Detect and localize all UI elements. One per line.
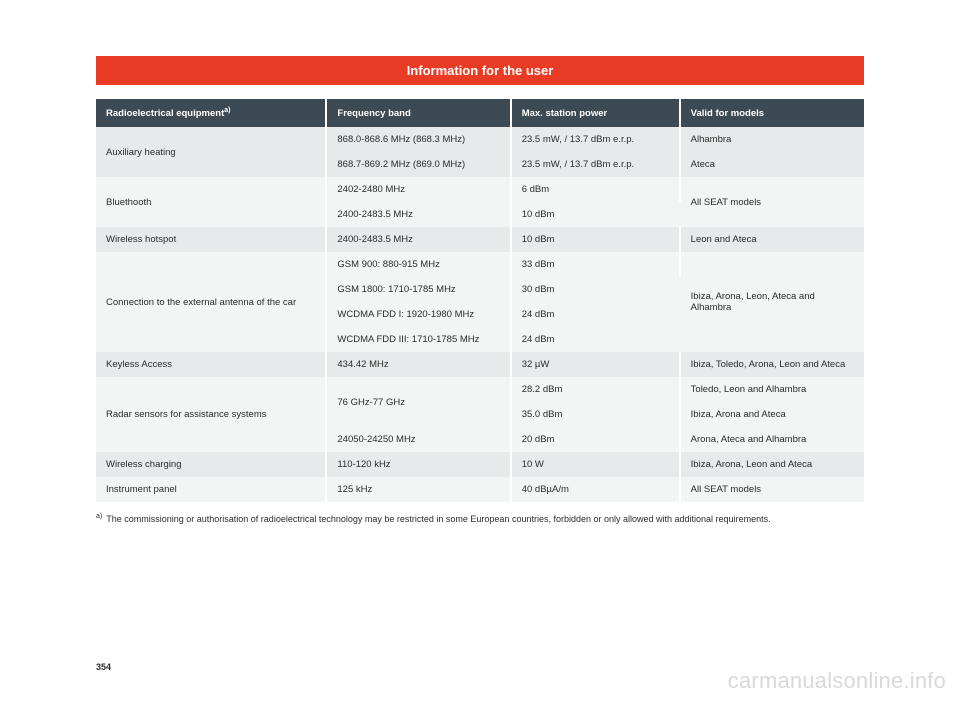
- cell-frequency: 2402-2480 MHz: [326, 177, 510, 202]
- table-row: Auxiliary heating 868.0-868.6 MHz (868.3…: [96, 127, 864, 152]
- col-header-text: Radioelectrical equipment: [106, 108, 224, 119]
- table-row: Bluethooth 2402-2480 MHz 6 dBm All SEAT …: [96, 177, 864, 202]
- cell-frequency: 125 kHz: [326, 477, 510, 502]
- cell-equipment: Connection to the external antenna of th…: [96, 252, 326, 352]
- cell-frequency: 110-120 kHz: [326, 452, 510, 477]
- cell-models: Ateca: [680, 152, 864, 177]
- cell-power: 10 W: [511, 452, 680, 477]
- cell-models: Ibiza, Arona and Ateca: [680, 402, 864, 427]
- cell-equipment: Auxiliary heating: [96, 127, 326, 177]
- cell-models: All SEAT models: [680, 477, 864, 502]
- page-number: 354: [96, 662, 111, 672]
- page-title-bar: Information for the user: [96, 56, 864, 85]
- col-header-equipment: Radioelectrical equipmenta): [96, 99, 326, 127]
- cell-frequency: WCDMA FDD III: 1710-1785 MHz: [326, 327, 510, 352]
- cell-models: Alhambra: [680, 127, 864, 152]
- cell-power: 40 dBµA/m: [511, 477, 680, 502]
- footnote-text: The commissioning or authorisation of ra…: [106, 514, 770, 524]
- cell-models: Toledo, Leon and Alhambra: [680, 377, 864, 402]
- cell-equipment: Radar sensors for assistance systems: [96, 377, 326, 452]
- page-title: Information for the user: [407, 63, 554, 78]
- cell-frequency: 2400-2483.5 MHz: [326, 227, 510, 252]
- cell-power: 32 µW: [511, 352, 680, 377]
- footnote-marker: a): [96, 513, 102, 520]
- footnote: a) The commissioning or authorisation of …: [96, 512, 864, 526]
- col-header-frequency: Frequency band: [326, 99, 510, 127]
- cell-equipment: Bluethooth: [96, 177, 326, 227]
- table-row: Instrument panel 125 kHz 40 dBµA/m All S…: [96, 477, 864, 502]
- table-header-row: Radioelectrical equipmenta) Frequency ba…: [96, 99, 864, 127]
- header-footnote-marker: a): [224, 107, 230, 114]
- cell-frequency: GSM 900: 880-915 MHz: [326, 252, 510, 277]
- cell-power: 10 dBm: [511, 202, 680, 227]
- cell-power: 33 dBm: [511, 252, 680, 277]
- radio-equipment-table: Radioelectrical equipmenta) Frequency ba…: [96, 99, 864, 502]
- cell-power: 23.5 mW, / 13.7 dBm e.r.p.: [511, 152, 680, 177]
- cell-equipment: Wireless charging: [96, 452, 326, 477]
- table-row: Connection to the external antenna of th…: [96, 252, 864, 277]
- table-row: Keyless Access 434.42 MHz 32 µW Ibiza, T…: [96, 352, 864, 377]
- cell-power: 30 dBm: [511, 277, 680, 302]
- table-row: Wireless hotspot 2400-2483.5 MHz 10 dBm …: [96, 227, 864, 252]
- cell-power: 24 dBm: [511, 302, 680, 327]
- cell-equipment: Keyless Access: [96, 352, 326, 377]
- table-row: Radar sensors for assistance systems 76 …: [96, 377, 864, 402]
- cell-models: Arona, Ateca and Alhambra: [680, 427, 864, 452]
- cell-models: Ibiza, Arona, Leon and Ateca: [680, 452, 864, 477]
- cell-models: Leon and Ateca: [680, 227, 864, 252]
- cell-equipment: Wireless hotspot: [96, 227, 326, 252]
- cell-frequency: 24050-24250 MHz: [326, 427, 510, 452]
- col-header-power: Max. station power: [511, 99, 680, 127]
- cell-models: Ibiza, Arona, Leon, Ateca and Alhambra: [680, 252, 864, 352]
- cell-power: 20 dBm: [511, 427, 680, 452]
- cell-power: 35.0 dBm: [511, 402, 680, 427]
- cell-power: 23.5 mW, / 13.7 dBm e.r.p.: [511, 127, 680, 152]
- cell-frequency: 76 GHz-77 GHz: [326, 377, 510, 427]
- table-row: Wireless charging 110-120 kHz 10 W Ibiza…: [96, 452, 864, 477]
- cell-power: 10 dBm: [511, 227, 680, 252]
- cell-power: 6 dBm: [511, 177, 680, 202]
- cell-power: 24 dBm: [511, 327, 680, 352]
- cell-power: 28.2 dBm: [511, 377, 680, 402]
- cell-frequency: 434.42 MHz: [326, 352, 510, 377]
- cell-models: All SEAT models: [680, 177, 864, 227]
- cell-frequency: GSM 1800: 1710-1785 MHz: [326, 277, 510, 302]
- cell-frequency: 868.0-868.6 MHz (868.3 MHz): [326, 127, 510, 152]
- cell-equipment: Instrument panel: [96, 477, 326, 502]
- cell-models: Ibiza, Toledo, Arona, Leon and Ateca: [680, 352, 864, 377]
- cell-frequency: 868.7-869.2 MHz (869.0 MHz): [326, 152, 510, 177]
- watermark: carmanualsonline.info: [728, 668, 946, 694]
- cell-frequency: WCDMA FDD I: 1920-1980 MHz: [326, 302, 510, 327]
- cell-frequency: 2400-2483.5 MHz: [326, 202, 510, 227]
- col-header-models: Valid for models: [680, 99, 864, 127]
- document-page: Information for the user Radioelectrical…: [0, 0, 960, 526]
